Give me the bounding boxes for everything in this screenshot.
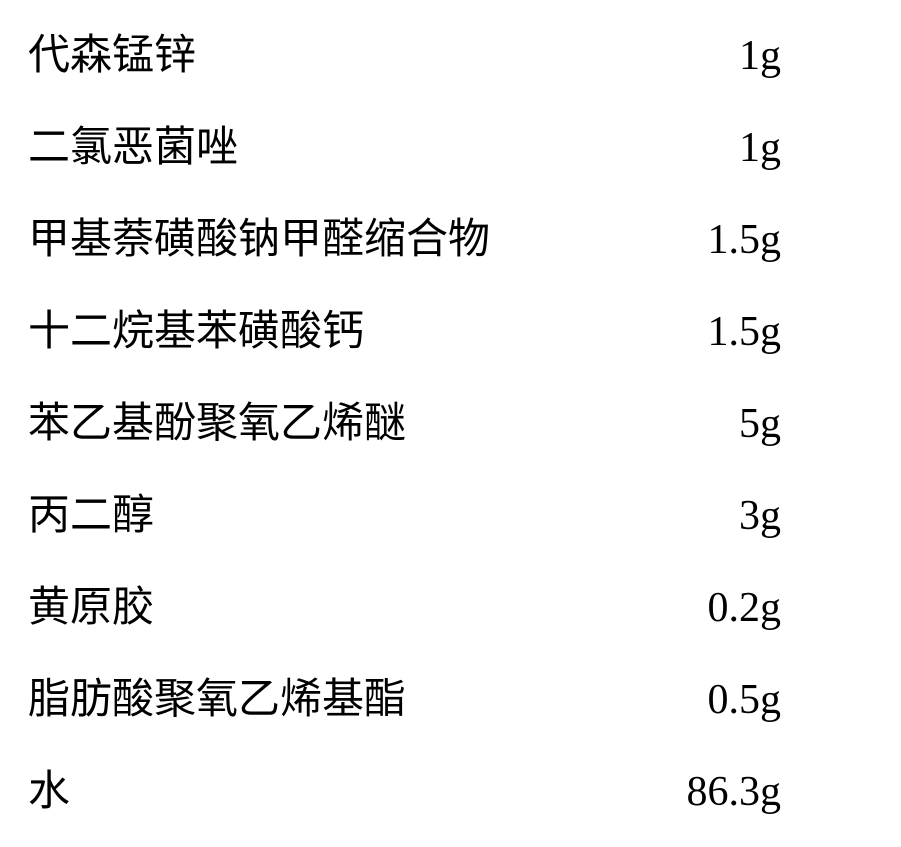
ingredient-amount: 0.5g — [708, 654, 782, 746]
table-row: 代森锰锌 1g — [28, 10, 781, 102]
ingredient-name: 水 — [28, 746, 70, 838]
ingredient-amount: 0.2g — [708, 562, 782, 654]
ingredient-name: 甲基萘磺酸钠甲醛缩合物 — [28, 194, 490, 286]
ingredient-name: 脂肪酸聚氧乙烯基酯 — [28, 654, 406, 746]
table-row: 甲基萘磺酸钠甲醛缩合物 1.5g — [28, 194, 781, 286]
table-row: 十二烷基苯磺酸钙 1.5g — [28, 286, 781, 378]
table-row: 丙二醇 3g — [28, 470, 781, 562]
ingredient-name: 黄原胶 — [28, 562, 154, 654]
ingredient-name: 二氯恶菌唑 — [28, 102, 238, 194]
ingredient-amount: 86.3g — [687, 746, 782, 838]
table-row: 黄原胶 0.2g — [28, 562, 781, 654]
ingredient-name: 代森锰锌 — [28, 10, 196, 102]
ingredient-amount: 3g — [739, 470, 781, 562]
ingredient-amount: 1g — [739, 102, 781, 194]
ingredient-amount: 1g — [739, 10, 781, 102]
ingredient-amount: 1.5g — [708, 286, 782, 378]
ingredient-name: 十二烷基苯磺酸钙 — [28, 286, 364, 378]
ingredient-name: 丙二醇 — [28, 470, 154, 562]
table-row: 脂肪酸聚氧乙烯基酯 0.5g — [28, 654, 781, 746]
table-row: 苯乙基酚聚氧乙烯醚 5g — [28, 378, 781, 470]
ingredient-name: 苯乙基酚聚氧乙烯醚 — [28, 378, 406, 470]
ingredient-list: 代森锰锌 1g 二氯恶菌唑 1g 甲基萘磺酸钠甲醛缩合物 1.5g 十二烷基苯磺… — [0, 0, 901, 847]
table-row: 水 86.3g — [28, 746, 781, 838]
ingredient-amount: 5g — [739, 378, 781, 470]
ingredient-amount: 1.5g — [708, 194, 782, 286]
table-row: 二氯恶菌唑 1g — [28, 102, 781, 194]
